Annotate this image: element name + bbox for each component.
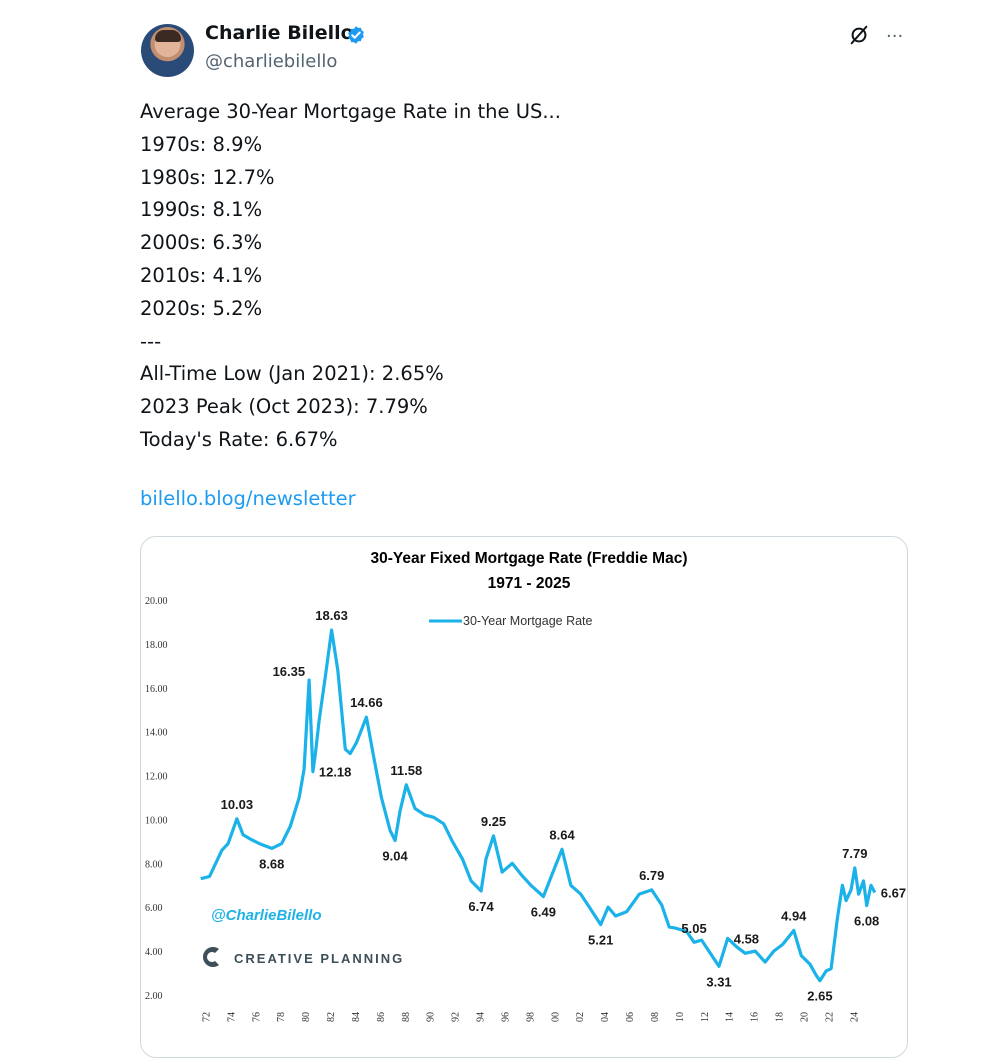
tweet-line: 1970s: 8.9% xyxy=(140,132,263,156)
y-axis: 20.00 18.00 16.00 14.00 12.00 10.00 8.00 6.00 4.… xyxy=(145,596,168,1002)
y-tick-label: 12.00 xyxy=(145,772,168,783)
tweet-line: 2023 Peak (Oct 2023): 7.79% xyxy=(140,395,428,419)
tweet-line: Today's Rate: 6.67% xyxy=(140,427,338,451)
avatar[interactable] xyxy=(141,24,194,77)
y-tick-label: 4.00 xyxy=(145,947,163,958)
data-label: 6.74 xyxy=(468,899,494,914)
x-tick-label: 88 xyxy=(401,1012,412,1022)
x-tick-label: 84 xyxy=(351,1012,362,1022)
tweet-line: --- xyxy=(140,329,162,353)
tweet-line: 1980s: 12.7% xyxy=(140,165,275,189)
data-label: 11.58 xyxy=(390,763,422,778)
tweet-line: 2010s: 4.1% xyxy=(140,263,263,287)
y-tick-label: 18.00 xyxy=(145,640,168,651)
data-label: 6.67 xyxy=(881,886,906,901)
x-tick-label: 72 xyxy=(201,1012,212,1022)
brand-name: CREATIVE PLANNING xyxy=(234,951,404,966)
x-tick-label: 78 xyxy=(276,1012,287,1022)
data-label: 8.64 xyxy=(549,827,575,842)
data-label: 6.49 xyxy=(531,904,556,919)
x-tick-label: 94 xyxy=(476,1012,487,1022)
y-tick-label: 20.00 xyxy=(145,596,168,607)
data-label: 5.05 xyxy=(681,921,706,936)
y-tick-label: 6.00 xyxy=(145,903,163,914)
tweet-line: 2000s: 6.3% xyxy=(140,231,263,255)
y-tick-label: 2.00 xyxy=(145,991,163,1002)
y-tick-label: 8.00 xyxy=(145,859,163,870)
newsletter-link[interactable]: bilello.blog/newsletter xyxy=(140,487,356,510)
x-tick-label: 04 xyxy=(600,1012,611,1022)
tweet-text: Average 30-Year Mortgage Rate in the US.… xyxy=(140,96,561,457)
data-label: 6.08 xyxy=(854,913,879,928)
x-tick-label: 00 xyxy=(550,1012,561,1022)
handle[interactable]: @charliebilello xyxy=(205,51,338,72)
x-tick-label: 16 xyxy=(750,1012,761,1022)
data-label: 8.68 xyxy=(259,856,284,871)
data-label: 14.66 xyxy=(350,695,383,710)
mortgage-rate-chart: 30-Year Fixed Mortgage Rate (Freddie Mac… xyxy=(145,550,906,1022)
grok-icon[interactable] xyxy=(848,24,870,46)
data-label: 6.79 xyxy=(639,868,664,883)
data-label: 18.63 xyxy=(315,608,348,623)
x-tick-label: 24 xyxy=(849,1012,860,1022)
verified-badge-icon xyxy=(348,26,364,44)
tweet-line: 2020s: 5.2% xyxy=(140,296,263,320)
x-axis: 72 74 76 78 80 82 84 86 88 90 92 94 96 98 00 02 04 06 08 10… xyxy=(201,1012,860,1022)
y-tick-label: 16.00 xyxy=(145,684,168,695)
y-tick-label: 10.00 xyxy=(145,815,168,826)
data-labels: 10.03 8.68 16.35 12.18 18.63 14.66 9.04 11.58 6.… xyxy=(221,608,906,1004)
data-label: 4.94 xyxy=(781,908,807,923)
data-label: 7.79 xyxy=(842,846,867,861)
x-tick-label: 80 xyxy=(301,1012,312,1022)
x-tick-label: 10 xyxy=(675,1012,686,1022)
media-card[interactable]: 30-Year Fixed Mortgage Rate (Freddie Mac… xyxy=(140,536,908,1058)
data-label: 5.21 xyxy=(588,933,613,948)
x-tick-label: 06 xyxy=(625,1012,636,1022)
brand-logo-icon xyxy=(203,947,219,967)
data-label: 16.35 xyxy=(273,664,306,679)
x-tick-label: 20 xyxy=(799,1012,810,1022)
tweet-line: All-Time Low (Jan 2021): 2.65% xyxy=(140,362,444,386)
x-tick-label: 90 xyxy=(426,1012,437,1022)
x-tick-label: 12 xyxy=(700,1012,711,1022)
x-tick-label: 74 xyxy=(226,1012,237,1022)
x-tick-label: 08 xyxy=(650,1012,661,1022)
y-tick-label: 14.00 xyxy=(145,728,168,739)
x-tick-label: 02 xyxy=(575,1012,586,1022)
x-tick-label: 92 xyxy=(451,1012,462,1022)
x-tick-label: 22 xyxy=(824,1012,835,1022)
watermark: @CharlieBilello xyxy=(211,907,322,924)
display-name[interactable]: Charlie Bilello xyxy=(205,22,354,44)
chart-legend: 30-Year Mortgage Rate xyxy=(429,614,593,628)
chart-subtitle: 1971 - 2025 xyxy=(488,575,571,592)
data-label: 3.31 xyxy=(706,974,731,989)
data-label: 4.58 xyxy=(734,931,759,946)
legend-label: 30-Year Mortgage Rate xyxy=(463,614,593,628)
x-tick-label: 96 xyxy=(500,1012,511,1022)
x-tick-label: 18 xyxy=(775,1012,786,1022)
data-label: 9.04 xyxy=(382,849,408,864)
chart-title: 30-Year Fixed Mortgage Rate (Freddie Mac… xyxy=(371,550,688,567)
brand-logo: CREATIVE PLANNING xyxy=(203,947,404,967)
data-label: 10.03 xyxy=(221,797,254,812)
x-tick-label: 86 xyxy=(376,1012,387,1022)
more-icon[interactable]: ··· xyxy=(886,26,904,47)
x-tick-label: 14 xyxy=(725,1012,736,1022)
data-label: 12.18 xyxy=(319,765,352,780)
x-tick-label: 82 xyxy=(326,1012,337,1022)
data-label: 9.25 xyxy=(481,814,506,829)
tweet-line: Average 30-Year Mortgage Rate in the US.… xyxy=(140,100,561,123)
data-label: 2.65 xyxy=(807,989,832,1004)
x-tick-label: 76 xyxy=(251,1012,262,1022)
x-tick-label: 98 xyxy=(525,1012,536,1022)
series-line xyxy=(200,628,877,983)
tweet-line: 1990s: 8.1% xyxy=(140,198,263,222)
